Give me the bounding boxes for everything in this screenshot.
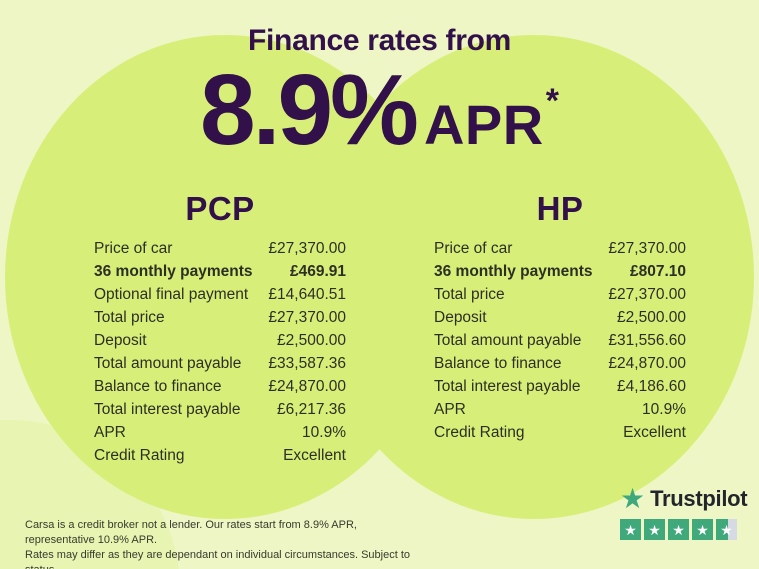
row-value: £27,370.00 — [268, 309, 346, 326]
star-icon: ★ — [668, 519, 689, 540]
headline-rate: 8.9% APR * — [0, 60, 759, 160]
table-row: 36 monthly payments £807.10 — [434, 260, 686, 283]
row-value: 10.9% — [642, 401, 686, 418]
row-label: Price of car — [94, 240, 173, 257]
row-label: Credit Rating — [434, 424, 525, 441]
legal-disclaimer: Carsa is a credit broker not a lender. O… — [25, 518, 425, 569]
hp-finance-table: HP Price of car £27,370.00 36 monthly pa… — [434, 191, 686, 444]
row-label: APR — [94, 424, 126, 441]
row-label: Credit Rating — [94, 447, 185, 464]
row-value: £33,587.36 — [268, 355, 346, 372]
trustpilot-star-icon: ★ — [620, 483, 646, 514]
row-value: £469.91 — [289, 263, 346, 280]
row-label: Total interest payable — [434, 378, 581, 395]
pcp-table-title: PCP — [185, 190, 255, 227]
row-label: 36 monthly payments — [94, 263, 253, 280]
row-value: £4,186.60 — [617, 378, 686, 395]
table-row: 36 monthly payments £469.91 — [94, 260, 346, 283]
table-row: Optional final payment £14,640.51 — [94, 283, 346, 306]
row-label: Deposit — [94, 332, 147, 349]
row-value: £14,640.51 — [268, 286, 346, 303]
row-value: £31,556.60 — [608, 332, 686, 349]
table-row: Credit Rating Excellent — [94, 444, 346, 467]
row-label: 36 monthly payments — [434, 263, 593, 280]
star-icon: ★ — [692, 519, 713, 540]
disclaimer-line-2: Rates may differ as they are dependant o… — [25, 549, 411, 569]
table-row: Total price £27,370.00 — [434, 283, 686, 306]
row-label: Deposit — [434, 309, 487, 326]
table-row: Deposit £2,500.00 — [94, 329, 346, 352]
row-label: Optional final payment — [94, 286, 249, 303]
trustpilot-rating-stars: ★ ★ ★ ★ ★ — [620, 519, 747, 540]
row-value: Excellent — [623, 424, 686, 441]
trustpilot-logo: ★ Trustpilot — [620, 483, 748, 514]
disclaimer-line-1: Carsa is a credit broker not a lender. O… — [25, 519, 357, 546]
pcp-finance-table: PCP Price of car £27,370.00 36 monthly p… — [94, 191, 346, 467]
row-label: APR — [434, 401, 466, 418]
row-value: £2,500.00 — [617, 309, 686, 326]
row-label: Price of car — [434, 240, 513, 257]
table-row: Price of car £27,370.00 — [434, 237, 686, 260]
table-row: Total amount payable £31,556.60 — [434, 329, 686, 352]
rate-value: 8.9% — [200, 54, 419, 166]
table-row: APR 10.9% — [94, 421, 346, 444]
table-row: Credit Rating Excellent — [434, 421, 686, 444]
star-icon: ★ — [620, 519, 641, 540]
row-label: Total price — [434, 286, 505, 303]
table-row: Balance to finance £24,870.00 — [434, 352, 686, 375]
trustpilot-wordmark: Trustpilot — [650, 486, 748, 511]
table-row: Total interest payable £4,186.60 — [434, 375, 686, 398]
row-label: Balance to finance — [94, 378, 222, 395]
trustpilot-badge: ★ Trustpilot ★ ★ ★ ★ ★ — [620, 483, 748, 540]
table-row: Total interest payable £6,217.36 — [94, 398, 346, 421]
row-value: £2,500.00 — [277, 332, 346, 349]
table-row: Price of car £27,370.00 — [94, 237, 346, 260]
star-icon: ★ — [644, 519, 665, 540]
row-label: Total amount payable — [94, 355, 242, 372]
row-value: £27,370.00 — [268, 240, 346, 257]
row-value: £27,370.00 — [608, 240, 686, 257]
row-label: Total interest payable — [94, 401, 241, 418]
row-label: Total price — [94, 309, 165, 326]
table-row: APR 10.9% — [434, 398, 686, 421]
table-row: Deposit £2,500.00 — [434, 306, 686, 329]
decor-circle-right — [314, 35, 754, 519]
rate-suffix: APR — [423, 93, 544, 156]
row-value: £807.10 — [629, 263, 686, 280]
row-value: £24,870.00 — [608, 355, 686, 372]
table-row: Total amount payable £33,587.36 — [94, 352, 346, 375]
row-value: £27,370.00 — [608, 286, 686, 303]
row-label: Total amount payable — [434, 332, 582, 349]
table-row: Total price £27,370.00 — [94, 306, 346, 329]
row-value: £24,870.00 — [268, 378, 346, 395]
row-label: Balance to finance — [434, 355, 562, 372]
row-value: 10.9% — [302, 424, 346, 441]
row-value: £6,217.36 — [277, 401, 346, 418]
asterisk-footnote-marker: * — [545, 82, 559, 120]
half-star-icon: ★ — [716, 519, 737, 540]
hp-table-title: HP — [536, 190, 584, 227]
row-value: Excellent — [283, 447, 346, 464]
table-row: Balance to finance £24,870.00 — [94, 375, 346, 398]
banner-kicker: Finance rates from — [247, 24, 512, 57]
